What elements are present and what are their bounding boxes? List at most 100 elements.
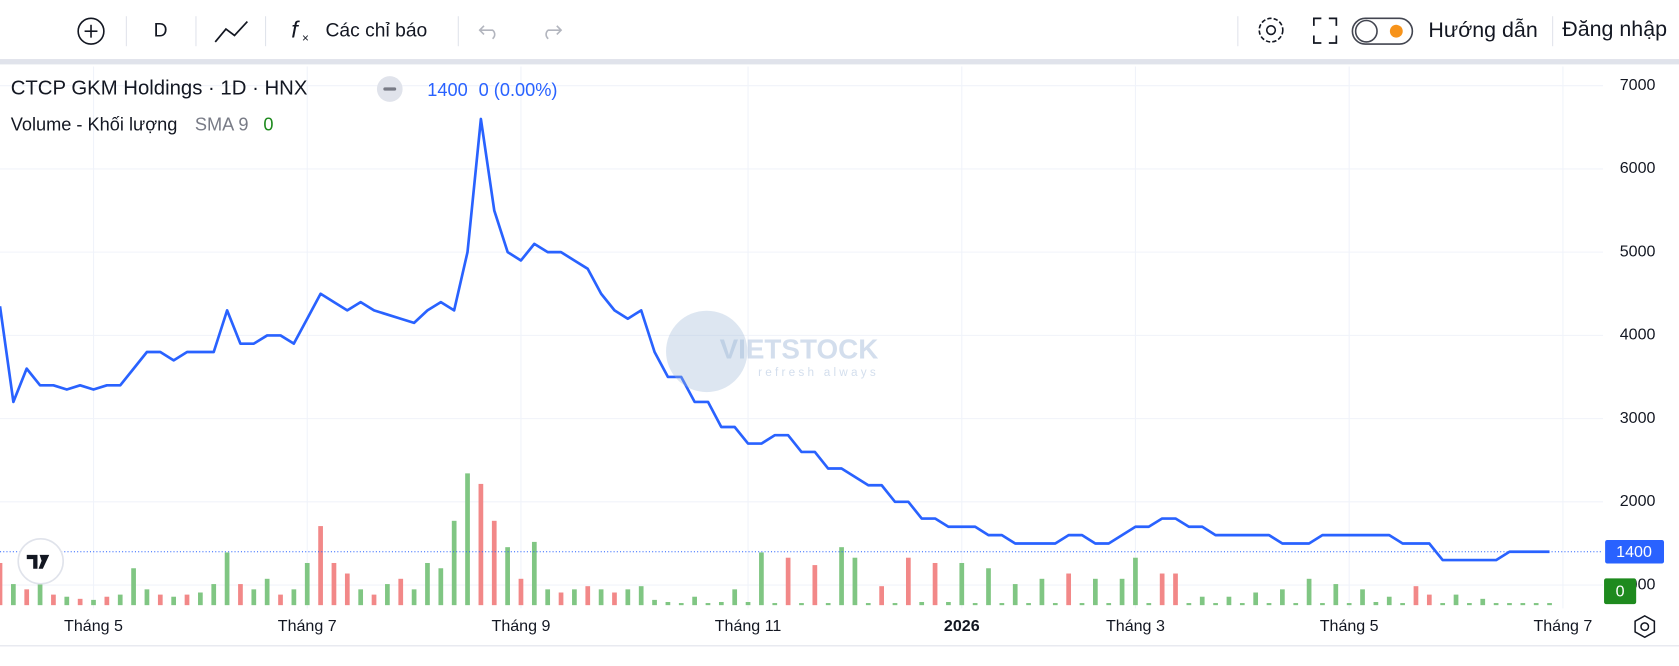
volume-bar	[638, 586, 644, 606]
volume-bar	[478, 483, 484, 606]
volume-bar	[518, 578, 524, 606]
volume-bar	[184, 594, 190, 606]
x-tick-label: Tháng 11	[715, 617, 782, 635]
grid	[0, 66, 1603, 609]
volume-bar	[291, 589, 297, 606]
volume-bar	[198, 592, 203, 606]
volume-bar	[425, 562, 430, 606]
volume-bar	[665, 601, 671, 606]
volume-bar	[371, 594, 377, 606]
indicators-icon[interactable]: ×	[302, 32, 309, 45]
volume-bar	[1106, 603, 1112, 606]
volume-bar	[77, 598, 83, 606]
volume-bar	[732, 589, 738, 606]
volume-bar	[772, 603, 778, 606]
volume-bar	[759, 552, 764, 606]
volume-bar	[144, 589, 150, 606]
x-tick-label: Tháng 7	[1533, 617, 1592, 635]
last-price-tag-label: 1400	[1616, 543, 1652, 561]
y-tick-label: 6000	[1620, 159, 1656, 177]
volume-legend: Volume - Khối lượng	[11, 114, 178, 134]
volume-bar	[1280, 589, 1285, 606]
indicators-icon[interactable]: f	[291, 16, 300, 42]
volume-bar	[1480, 598, 1486, 606]
toolbar	[0, 0, 1679, 60]
volume-bar	[1226, 596, 1232, 606]
volume-bar	[972, 603, 978, 606]
volume-bar	[919, 601, 925, 606]
interval-button[interactable]: D	[154, 20, 168, 41]
volume-bar	[625, 589, 631, 606]
help-link[interactable]: Hướng dẫn	[1428, 17, 1537, 42]
volume-bar	[1052, 603, 1058, 606]
volume-bar	[331, 562, 337, 606]
volume-bar	[1426, 594, 1432, 606]
volume-bar	[211, 584, 217, 606]
volume-bar	[531, 541, 537, 606]
volume-bar	[892, 603, 898, 606]
volume-bar	[1507, 603, 1512, 606]
undo-button[interactable]	[478, 25, 496, 40]
indicators-button[interactable]: Các chỉ báo	[326, 20, 428, 41]
settings-button[interactable]	[1258, 17, 1284, 43]
volume-bar	[1400, 603, 1405, 606]
volume-bar	[64, 596, 70, 606]
volume-bar	[1039, 578, 1045, 606]
volume-bar	[385, 584, 390, 606]
volume-bar	[131, 568, 136, 606]
watermark-logo	[666, 310, 748, 393]
login-link[interactable]: Đăng nhập	[1562, 17, 1667, 41]
last-price-tag	[1605, 539, 1665, 564]
axis-settings-button[interactable]	[1634, 615, 1656, 639]
volume-bar	[238, 584, 243, 606]
volume-bar	[264, 578, 270, 606]
volume-bar	[999, 603, 1005, 606]
y-tick-label: 7000	[1620, 76, 1656, 94]
tradingview-logo[interactable]	[17, 537, 64, 585]
volume-bar	[491, 520, 497, 606]
x-tick-label: Tháng 5	[64, 617, 123, 635]
chart-type-button[interactable]	[214, 20, 248, 43]
y-tick-label: 2000	[1620, 492, 1656, 510]
volume-bar	[812, 565, 818, 606]
volume-tag	[1604, 578, 1637, 605]
theme-toggle[interactable]	[1351, 17, 1414, 45]
volume-bar	[545, 589, 551, 606]
volume-bar	[1320, 603, 1325, 606]
volume-bar	[1199, 596, 1205, 606]
volume-bar	[839, 547, 844, 606]
volume-bar	[1360, 589, 1365, 606]
volume-bar	[932, 562, 938, 606]
volume-bar	[171, 596, 177, 606]
plot	[0, 117, 1603, 562]
last-price: 1400	[427, 80, 467, 100]
volume-bar	[304, 562, 310, 606]
volume-bar	[705, 603, 711, 606]
volume-bar	[91, 599, 96, 606]
volume-bar	[1079, 603, 1085, 606]
volume-bar	[598, 589, 604, 606]
volume-bar	[1093, 578, 1098, 606]
fullscreen-button[interactable]	[1313, 17, 1338, 44]
volume-bar	[865, 603, 871, 606]
volume-bar	[318, 526, 323, 606]
volume-bar	[678, 603, 684, 606]
volume-bar	[1133, 557, 1138, 606]
volume-bar	[825, 603, 831, 606]
redo-button[interactable]	[545, 25, 563, 40]
volume-bar	[1373, 601, 1379, 606]
price-line	[0, 117, 1550, 562]
volume-bar	[799, 603, 804, 606]
volume-bar	[1186, 603, 1192, 606]
watermark: VIETSTOCK	[720, 334, 879, 365]
volume-bar	[0, 562, 3, 606]
volume-bar	[251, 589, 257, 606]
volume-bar	[1213, 603, 1218, 606]
add-symbol-button[interactable]	[77, 17, 105, 45]
volume-bar	[852, 557, 858, 606]
volume-bar	[157, 594, 163, 606]
volume-bar	[1146, 603, 1152, 606]
volume-bar	[451, 520, 457, 606]
